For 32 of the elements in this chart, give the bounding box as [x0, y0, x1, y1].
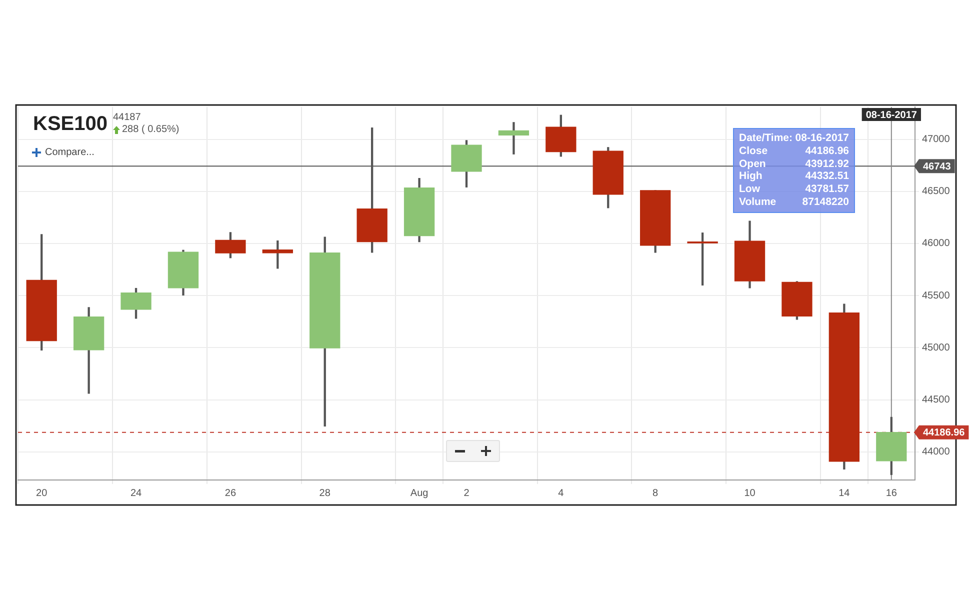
y-tick-label: 45500: [922, 290, 950, 302]
x-tick-label: 24: [130, 488, 142, 499]
ref-line-label: 44186.96: [923, 428, 966, 439]
y-tick-label: 44500: [922, 394, 950, 406]
y-tick-label: 45000: [922, 342, 950, 354]
text: 44187: [113, 112, 141, 123]
y-tick-label: 47000: [922, 134, 950, 146]
x-tick-label: 8: [652, 488, 659, 499]
text: High 44332.51: [739, 170, 849, 182]
y-tick-label: 46000: [922, 238, 950, 250]
x-tick-label: 20: [36, 488, 48, 499]
x-tick-label: 4: [558, 488, 564, 499]
text: Low 43781.57: [739, 183, 849, 196]
ref-line-label: 46743: [923, 161, 952, 172]
annotation: 288 ( 0.65%): [122, 124, 180, 135]
annotation: Date/Time: 08-16-2017: [739, 132, 849, 145]
ref-line-label: 08-16-2017: [866, 110, 918, 121]
candlestick: [498, 122, 530, 154]
text: Open 43912.92: [739, 158, 849, 170]
x-tick-label: 26: [224, 488, 236, 499]
annotation: Compare...: [45, 147, 94, 158]
x-tick-label: Aug: [410, 488, 428, 499]
y-tick-label: 46500: [922, 186, 950, 198]
x-tick-label: 2: [464, 488, 470, 499]
text: Volume 87148220: [739, 196, 849, 208]
x-tick-label: 16: [886, 488, 898, 499]
x-tick-label: 10: [744, 488, 756, 499]
x-tick-label: 14: [838, 488, 850, 499]
text: Close 44186.96: [739, 144, 849, 157]
y-tick-label: 44000: [922, 446, 950, 458]
chart-title: KSE100: [33, 113, 108, 136]
x-tick-label: 28: [319, 488, 331, 499]
